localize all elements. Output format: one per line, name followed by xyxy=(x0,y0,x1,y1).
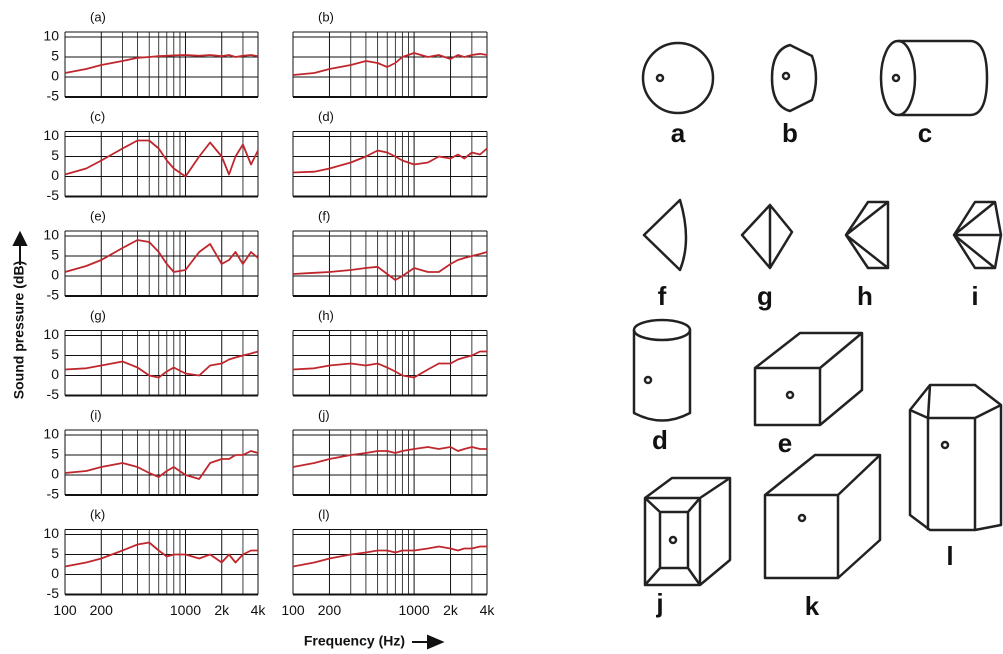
shape-label: j xyxy=(655,588,663,618)
curve xyxy=(292,350,487,379)
cylinder-body xyxy=(632,330,692,422)
cylinder-body xyxy=(898,39,989,117)
shape-label: e xyxy=(778,428,792,458)
horn-box xyxy=(643,476,732,587)
y-tick-label: -5 xyxy=(47,486,60,502)
y-tick-label: 5 xyxy=(51,247,59,263)
driver xyxy=(668,535,678,545)
y-tick-label: 10 xyxy=(43,28,59,44)
x-tick-label: 4k xyxy=(480,602,496,618)
sphere xyxy=(641,41,715,115)
x-axis-label: Frequency (Hz) xyxy=(304,633,405,649)
shape-label: g xyxy=(757,281,773,311)
chart-title: (a) xyxy=(90,9,106,24)
curve xyxy=(292,147,488,174)
y-tick-label: 0 xyxy=(51,167,59,183)
y-tick-label: 5 xyxy=(51,147,59,163)
x-tick-label: 100 xyxy=(281,602,305,618)
y-tick-label: 0 xyxy=(51,466,59,482)
curve xyxy=(64,139,259,178)
x-tick-label: 1000 xyxy=(170,602,201,618)
y-tick-label: 5 xyxy=(51,48,59,64)
x-tick-label: 200 xyxy=(318,602,342,618)
y-tick-label: 5 xyxy=(51,446,59,462)
prism xyxy=(844,200,890,270)
chart-title: (j) xyxy=(318,407,330,422)
cone xyxy=(770,43,818,113)
shape-label: a xyxy=(671,118,686,148)
chart-title: (e) xyxy=(90,208,106,223)
chart-title: (l) xyxy=(318,507,330,522)
x-tick-label: 1000 xyxy=(399,602,430,618)
y-tick-label: 10 xyxy=(43,326,59,342)
shape-label: d xyxy=(652,425,668,455)
y-tick-label: -5 xyxy=(47,585,60,601)
y-arrow xyxy=(12,230,28,265)
curve xyxy=(292,545,487,568)
chart-title: (g) xyxy=(90,308,106,323)
curve xyxy=(64,54,259,74)
tall-prism xyxy=(908,383,1003,532)
y-tick-label: 0 xyxy=(51,565,59,581)
y-tick-label: 5 xyxy=(51,545,59,561)
driver xyxy=(891,73,901,83)
box xyxy=(763,453,882,580)
shapes xyxy=(632,39,1003,587)
y-tick-label: 10 xyxy=(43,127,59,143)
prism xyxy=(952,200,1003,270)
x-tick-label: 2k xyxy=(214,602,230,618)
box xyxy=(753,331,864,427)
x-tick-label: 200 xyxy=(90,602,114,618)
y-tick-label: 0 xyxy=(51,366,59,382)
shape-labels: a b c f g h i d e l j k xyxy=(652,118,979,621)
driver xyxy=(643,375,653,385)
curve xyxy=(64,450,259,480)
shape-label: i xyxy=(971,281,978,311)
cone-half xyxy=(642,198,688,272)
x-tick-label: 100 xyxy=(53,602,77,618)
shape-label: k xyxy=(805,591,820,621)
driver xyxy=(940,440,950,450)
y-tick-label: -5 xyxy=(47,88,60,104)
y-tick-label: 10 xyxy=(43,525,59,541)
y-tick-label: 0 xyxy=(51,267,59,283)
curve xyxy=(64,239,259,273)
chart-title: (i) xyxy=(90,407,102,422)
y-tick-label: -5 xyxy=(47,287,60,303)
pyramid xyxy=(740,203,794,270)
shape-label: c xyxy=(918,118,932,148)
chart-title: (k) xyxy=(90,507,105,522)
shape-label: b xyxy=(782,118,798,148)
cylinder-top xyxy=(632,318,692,342)
y-tick-label: 10 xyxy=(43,227,59,243)
driver xyxy=(655,73,665,83)
x-tick-label: 2k xyxy=(443,602,459,618)
y-tick-label: -5 xyxy=(47,187,60,203)
driver xyxy=(785,390,795,400)
curve xyxy=(292,251,488,281)
curve xyxy=(292,52,488,76)
chart-title: (c) xyxy=(90,109,105,124)
driver xyxy=(797,513,807,523)
chart-title: (b) xyxy=(318,9,334,24)
chart-title: (f) xyxy=(318,208,330,223)
shape-label: l xyxy=(946,541,953,571)
shape-label: f xyxy=(658,281,667,311)
curve xyxy=(292,446,487,468)
y-axis-label: Sound pressure (dB) xyxy=(11,261,27,399)
y-tick-label: -5 xyxy=(47,386,60,402)
y-tick-label: 5 xyxy=(51,346,59,362)
x-tick-label: 4k xyxy=(251,602,267,618)
chart-title: (d) xyxy=(318,109,334,124)
driver xyxy=(781,71,791,81)
shape-label: h xyxy=(857,281,873,311)
chart-title: (h) xyxy=(318,308,334,323)
curve xyxy=(64,541,258,568)
y-tick-label: 0 xyxy=(51,68,59,84)
curve xyxy=(64,350,259,379)
y-tick-label: 10 xyxy=(43,426,59,442)
x-arrow xyxy=(412,634,445,650)
